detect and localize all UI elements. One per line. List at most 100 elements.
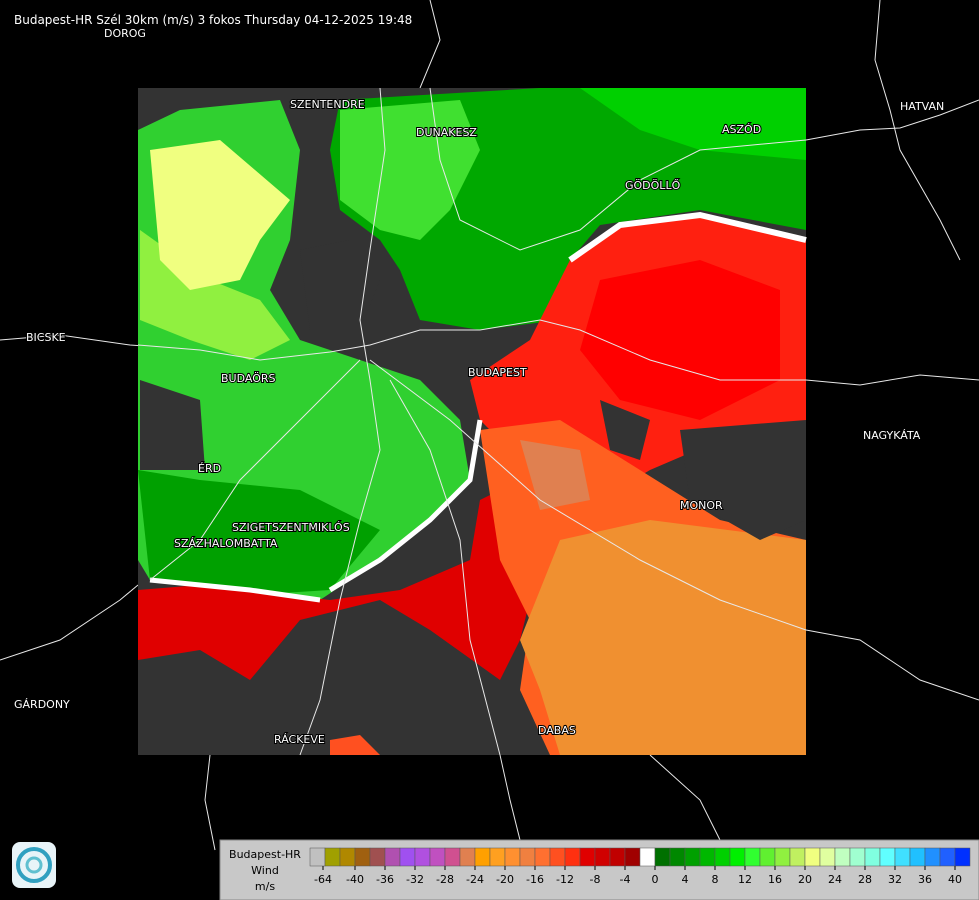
legend-swatch	[789, 847, 806, 867]
legend-tick-label: -40	[346, 873, 364, 886]
place-label: HATVAN	[900, 100, 944, 113]
legend-swatch	[474, 847, 491, 867]
legend-tick-label: -4	[620, 873, 631, 886]
legend-swatch	[534, 847, 551, 867]
echo-green-dark	[580, 88, 806, 160]
legend-swatch	[549, 847, 566, 867]
edge	[149, 577, 321, 603]
legend-swatch	[819, 847, 836, 867]
radar-field	[137, 87, 807, 756]
legend-quantity: Wind	[251, 864, 279, 877]
road	[137, 319, 806, 381]
legend-swatch	[714, 847, 731, 867]
legend-swatch	[369, 847, 386, 867]
echo-dark-red	[138, 480, 540, 680]
legend-swatch	[894, 847, 911, 867]
road	[149, 359, 361, 581]
legend-swatch	[834, 847, 851, 867]
legend-tick-label: 24	[828, 873, 842, 886]
place-label: GÁRDONY	[14, 698, 70, 711]
river	[299, 87, 386, 756]
legend-swatch	[759, 847, 776, 867]
legend-tick-label: -12	[556, 873, 574, 886]
legend-swatch	[654, 847, 671, 867]
echo-light-orange	[520, 440, 590, 510]
legend-swatch	[564, 847, 581, 867]
legend-swatch	[639, 847, 656, 867]
legend-swatch	[624, 847, 641, 867]
legend-swatch	[729, 847, 746, 867]
legend-station: Budapest-HR	[229, 848, 301, 861]
echo-yellow	[150, 140, 290, 290]
gap	[680, 420, 806, 540]
legend-tick-label: -8	[590, 873, 601, 886]
road	[429, 87, 807, 251]
gap	[600, 400, 650, 460]
legend-swatch	[309, 847, 326, 867]
gap	[140, 380, 205, 470]
echo-green-dark	[138, 470, 380, 595]
map-title: Budapest-HR Szél 30km (m/s) 3 fokos Thur…	[14, 13, 412, 27]
legend-tick-label: -32	[406, 873, 424, 886]
legend-swatch	[879, 847, 896, 867]
legend-tick-label: -64	[314, 873, 332, 886]
place-label: SZIGETSZENTMIKLÓS	[232, 521, 350, 534]
legend-swatch	[429, 847, 446, 867]
echo-green-light	[340, 100, 480, 240]
legend-swatch	[399, 847, 416, 867]
legend-swatch	[414, 847, 431, 867]
logo	[12, 842, 56, 888]
place-label: DABAS	[538, 724, 576, 737]
legend-tick-label: 36	[918, 873, 932, 886]
legend-tick-label: 16	[768, 873, 782, 886]
legend-unit: m/s	[255, 880, 275, 893]
legend-swatch	[519, 847, 536, 867]
legend-swatch	[939, 847, 956, 867]
legend-swatch	[864, 847, 881, 867]
place-label: ASZÓD	[722, 123, 761, 136]
legend-tick-label: 32	[888, 873, 902, 886]
place-label: DUNAKESZ	[416, 126, 477, 139]
legend-swatch	[684, 847, 701, 867]
legend-tick-label: -20	[496, 873, 514, 886]
place-label: GÖDÖLLŐ	[625, 178, 681, 192]
legend-tick-label: 20	[798, 873, 812, 886]
legend-swatch	[324, 847, 341, 867]
edge	[328, 419, 483, 593]
legend-tick-label: 12	[738, 873, 752, 886]
legend-swatch	[354, 847, 371, 867]
echo-red-small	[330, 735, 380, 755]
legend-tick-label: 28	[858, 873, 872, 886]
legend-swatch	[489, 847, 506, 867]
legend-swatch	[669, 847, 686, 867]
legend-tick-label: -24	[466, 873, 484, 886]
road	[369, 359, 807, 631]
legend-swatch	[609, 847, 626, 867]
place-label: NAGYKÁTA	[863, 429, 921, 442]
legend-swatch	[954, 847, 971, 867]
place-label: SZENTENDRE	[290, 98, 365, 111]
legend-swatch	[459, 847, 476, 867]
place-label: MONOR	[680, 499, 723, 512]
place-label: BUDAÖRS	[221, 372, 276, 385]
gap	[300, 240, 380, 330]
legend-swatch	[594, 847, 611, 867]
legend-tick-label: 4	[682, 873, 689, 886]
legend: Budapest-HR Wind m/s -64 -40 -36 -32 -28 -24-…	[219, 839, 979, 900]
legend-tick-label: -28	[436, 873, 454, 886]
legend-swatch	[774, 847, 791, 867]
legend-swatch	[579, 847, 596, 867]
legend-swatch	[384, 847, 401, 867]
road	[389, 379, 501, 756]
legend-swatch	[804, 847, 821, 867]
legend-tick-label: -16	[526, 873, 544, 886]
legend-swatch	[699, 847, 716, 867]
legend-swatch	[909, 847, 926, 867]
legend-tick-label: -36	[376, 873, 394, 886]
legend-tick-label: 0	[652, 873, 659, 886]
legend-swatch	[744, 847, 761, 867]
legend-tick-label: 8	[712, 873, 719, 886]
place-label: SZÁZHALOMBATTA	[174, 537, 278, 550]
legend-swatch	[339, 847, 356, 867]
